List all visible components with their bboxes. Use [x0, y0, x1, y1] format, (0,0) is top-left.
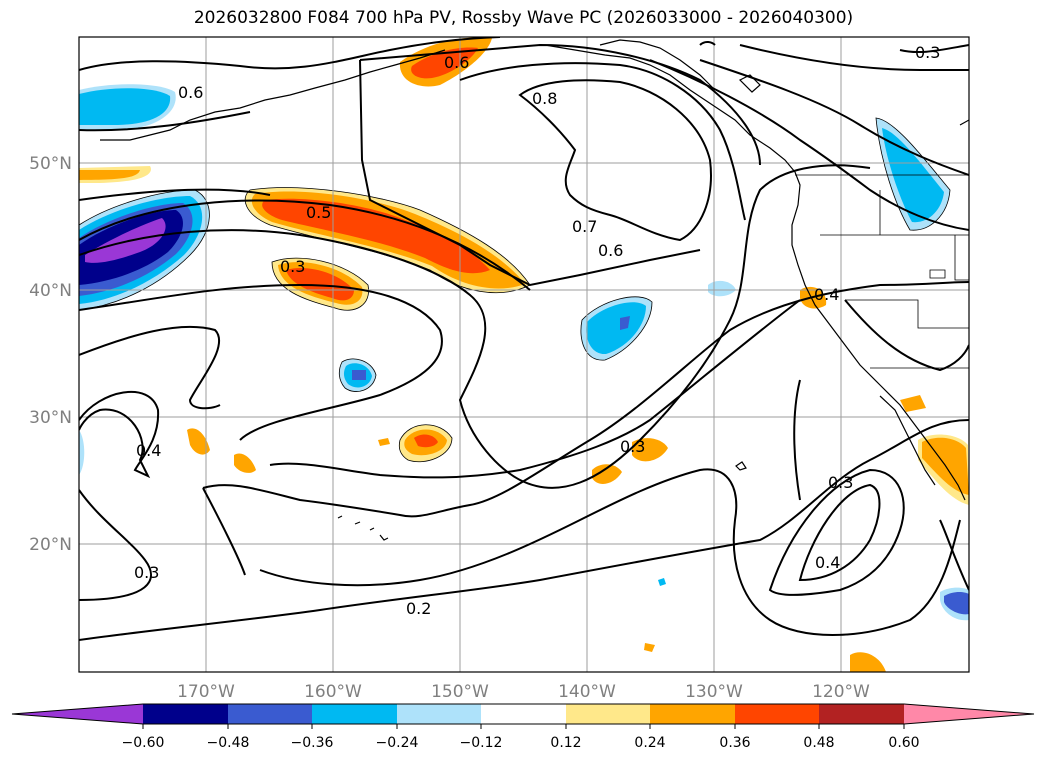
contour-label: 0.5 [306, 203, 331, 222]
contour-label: 0.4 [815, 553, 840, 572]
lon-label-160w: 160°W [304, 682, 362, 702]
lon-label-120w: 120°W [812, 682, 870, 702]
colorbar-tick-label: 0.60 [888, 735, 919, 751]
contour-label: 0.6 [598, 241, 623, 260]
colorbar-tick-label: −0.60 [122, 735, 165, 751]
lon-label-140w: 140°W [558, 682, 616, 702]
colorbar-segment [819, 704, 904, 724]
lat-label-30n: 30°N [29, 408, 72, 428]
contour-label: 0.3 [620, 437, 645, 456]
colorbar-segment [397, 704, 481, 724]
colorbar-segment [143, 704, 228, 724]
pv-shading-positive [79, 37, 969, 672]
colorbar-extend-low [12, 704, 143, 724]
contour-label: 0.4 [136, 441, 161, 460]
longitude-labels: 170°W 160°W 150°W 140°W 130°W 120°W [177, 682, 870, 702]
page-title: 2026032800 F084 700 hPa PV, Rossby Wave … [193, 8, 854, 28]
colorbar-segment [650, 704, 735, 724]
contour-label: 0.3 [280, 257, 305, 276]
lon-label-130w: 130°W [685, 682, 743, 702]
colorbar-segment [312, 704, 397, 724]
colorbar-segment [735, 704, 819, 724]
lon-label-150w: 150°W [431, 682, 489, 702]
colorbar-ticks [142, 724, 905, 729]
contour-label: 0.4 [814, 285, 839, 304]
lat-label-50n: 50°N [29, 154, 72, 174]
colorbar: −0.60 −0.48 −0.36 −0.24 −0.12 0.12 0.24 … [11, 703, 1035, 751]
graticule [79, 37, 969, 672]
contour-labels: 0.6 0.6 0.8 0.7 0.6 0.5 0.3 0.4 0.4 0.3 … [134, 43, 940, 618]
contour-label: 0.2 [406, 599, 431, 618]
contour-label: 0.6 [444, 53, 469, 72]
lat-label-20n: 20°N [29, 535, 72, 555]
lat-label-40n: 40°N [29, 281, 72, 301]
pv-shading-negative [79, 84, 969, 621]
colorbar-tick-label: 0.24 [634, 735, 665, 751]
coastlines [100, 39, 969, 541]
colorbar-tick-label: 0.12 [550, 735, 581, 751]
contour-label: 0.3 [134, 563, 159, 582]
contour-label: 0.6 [178, 83, 203, 102]
contour-label: 0.7 [572, 217, 597, 236]
latitude-labels: 50°N 40°N 30°N 20°N [29, 154, 72, 555]
colorbar-tick-label: 0.36 [719, 735, 750, 751]
colorbar-extend-high [904, 704, 1034, 724]
colorbar-tick-label: −0.24 [376, 735, 419, 751]
colorbar-tick-label: −0.12 [460, 735, 503, 751]
colorbar-tick-label: 0.48 [803, 735, 834, 751]
contour-label: 0.3 [828, 473, 853, 492]
political-borders [795, 174, 969, 369]
contour-label: 0.3 [915, 43, 940, 62]
map-frame [78, 36, 970, 673]
colorbar-segment [481, 704, 566, 724]
pv-shading-outlines [79, 117, 951, 463]
colorbar-segment [228, 704, 312, 724]
pv-contours [79, 37, 969, 641]
map-plot-area: 0.6 0.6 0.8 0.7 0.6 0.5 0.3 0.4 0.4 0.3 … [79, 37, 969, 672]
lon-label-170w: 170°W [177, 682, 235, 702]
colorbar-tick-label: −0.48 [207, 735, 250, 751]
contour-label: 0.8 [532, 89, 557, 108]
colorbar-tick-label: −0.36 [291, 735, 334, 751]
colorbar-segment [566, 704, 650, 724]
